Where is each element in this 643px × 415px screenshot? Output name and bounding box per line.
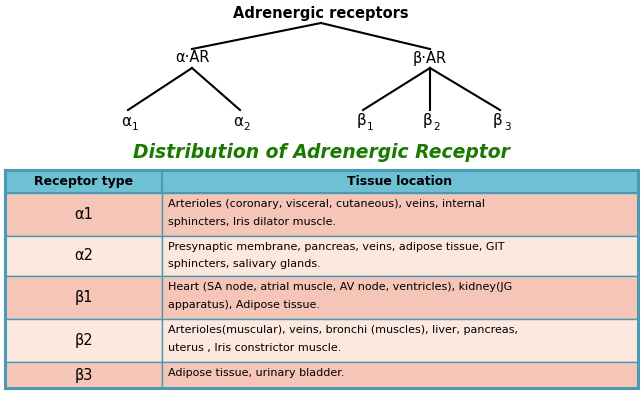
Text: α2: α2	[74, 249, 93, 264]
Text: Adipose tissue, urinary bladder.: Adipose tissue, urinary bladder.	[168, 368, 345, 378]
Text: Presynaptic membrane, pancreas, veins, adipose tissue, GIT: Presynaptic membrane, pancreas, veins, a…	[168, 242, 505, 252]
Text: β: β	[356, 113, 366, 129]
Text: β: β	[493, 113, 503, 129]
Text: α: α	[121, 113, 131, 129]
Text: β3: β3	[75, 368, 93, 383]
Text: 1: 1	[367, 122, 374, 132]
Bar	[162, 236, 638, 276]
Text: Heart (SA node, atrial muscle, AV node, ventricles), kidney(JG: Heart (SA node, atrial muscle, AV node, …	[168, 282, 512, 292]
Text: Distribution of Adrenergic Receptor: Distribution of Adrenergic Receptor	[132, 144, 509, 163]
Text: Receptor type: Receptor type	[34, 175, 133, 188]
Text: uterus , Iris constrictor muscle.: uterus , Iris constrictor muscle.	[168, 343, 341, 353]
Text: apparatus), Adipose tissue.: apparatus), Adipose tissue.	[168, 300, 320, 310]
Text: sphincters, salivary glands.: sphincters, salivary glands.	[168, 259, 321, 269]
Bar	[5, 193, 162, 236]
Text: Tissue location: Tissue location	[347, 175, 453, 188]
Text: β2: β2	[74, 333, 93, 348]
Bar	[5, 236, 162, 276]
Text: Arterioles(muscular), veins, bronchi (muscles), liver, pancreas,: Arterioles(muscular), veins, bronchi (mu…	[168, 325, 518, 335]
Bar	[5, 170, 638, 388]
Bar	[5, 362, 162, 388]
Bar	[5, 276, 162, 319]
Text: 3: 3	[503, 122, 511, 132]
Text: β·AR: β·AR	[413, 51, 447, 66]
Bar	[162, 193, 638, 236]
Bar	[162, 276, 638, 319]
Text: α1: α1	[74, 207, 93, 222]
Text: 1: 1	[132, 122, 138, 132]
Text: Adrenergic receptors: Adrenergic receptors	[233, 7, 409, 22]
Bar	[162, 362, 638, 388]
Text: 2: 2	[244, 122, 250, 132]
Text: β1: β1	[74, 290, 93, 305]
Bar	[162, 319, 638, 362]
Bar	[162, 170, 638, 193]
Bar	[5, 170, 162, 193]
Text: Arterioles (coronary, visceral, cutaneous), veins, internal: Arterioles (coronary, visceral, cutaneou…	[168, 199, 485, 209]
Text: β: β	[423, 113, 433, 129]
Text: α: α	[233, 113, 243, 129]
Text: α·AR: α·AR	[175, 51, 209, 66]
Text: sphincters, Iris dilator muscle.: sphincters, Iris dilator muscle.	[168, 217, 336, 227]
Bar	[5, 319, 162, 362]
Text: 2: 2	[433, 122, 440, 132]
